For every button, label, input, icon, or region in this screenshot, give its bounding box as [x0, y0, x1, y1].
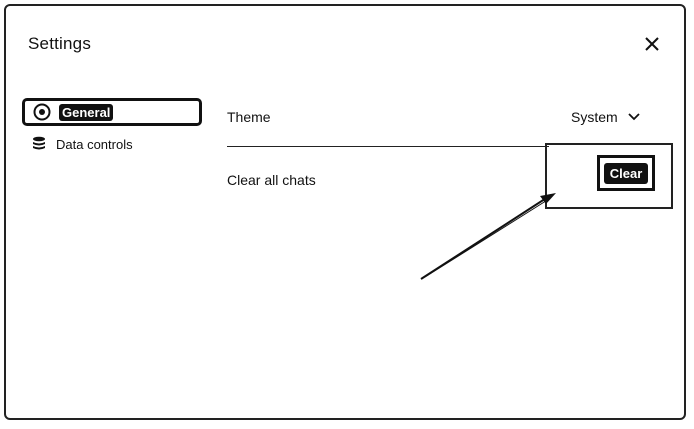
clear-all-chats-label: Clear all chats [227, 172, 316, 188]
close-button[interactable] [642, 34, 662, 54]
dialog-title: Settings [28, 34, 92, 53]
settings-sidebar: General Data controls [22, 98, 202, 158]
sidebar-item-data-controls[interactable]: Data controls [22, 130, 202, 158]
clear-button[interactable]: Clear [597, 155, 655, 191]
chevron-down-icon [628, 113, 640, 121]
database-icon [30, 135, 48, 153]
theme-label: Theme [227, 109, 271, 125]
sidebar-item-label: Data controls [56, 136, 133, 152]
clear-button-label: Clear [603, 162, 649, 184]
gear-icon [33, 103, 51, 121]
theme-select[interactable]: System [571, 109, 640, 125]
close-icon [645, 37, 659, 51]
divider [227, 146, 549, 147]
sidebar-item-label: General [59, 103, 114, 121]
highlight-box [545, 143, 673, 209]
sidebar-item-general[interactable]: General [22, 98, 202, 126]
theme-value: System [571, 109, 618, 125]
settings-dialog: Settings General Dat [4, 4, 686, 420]
